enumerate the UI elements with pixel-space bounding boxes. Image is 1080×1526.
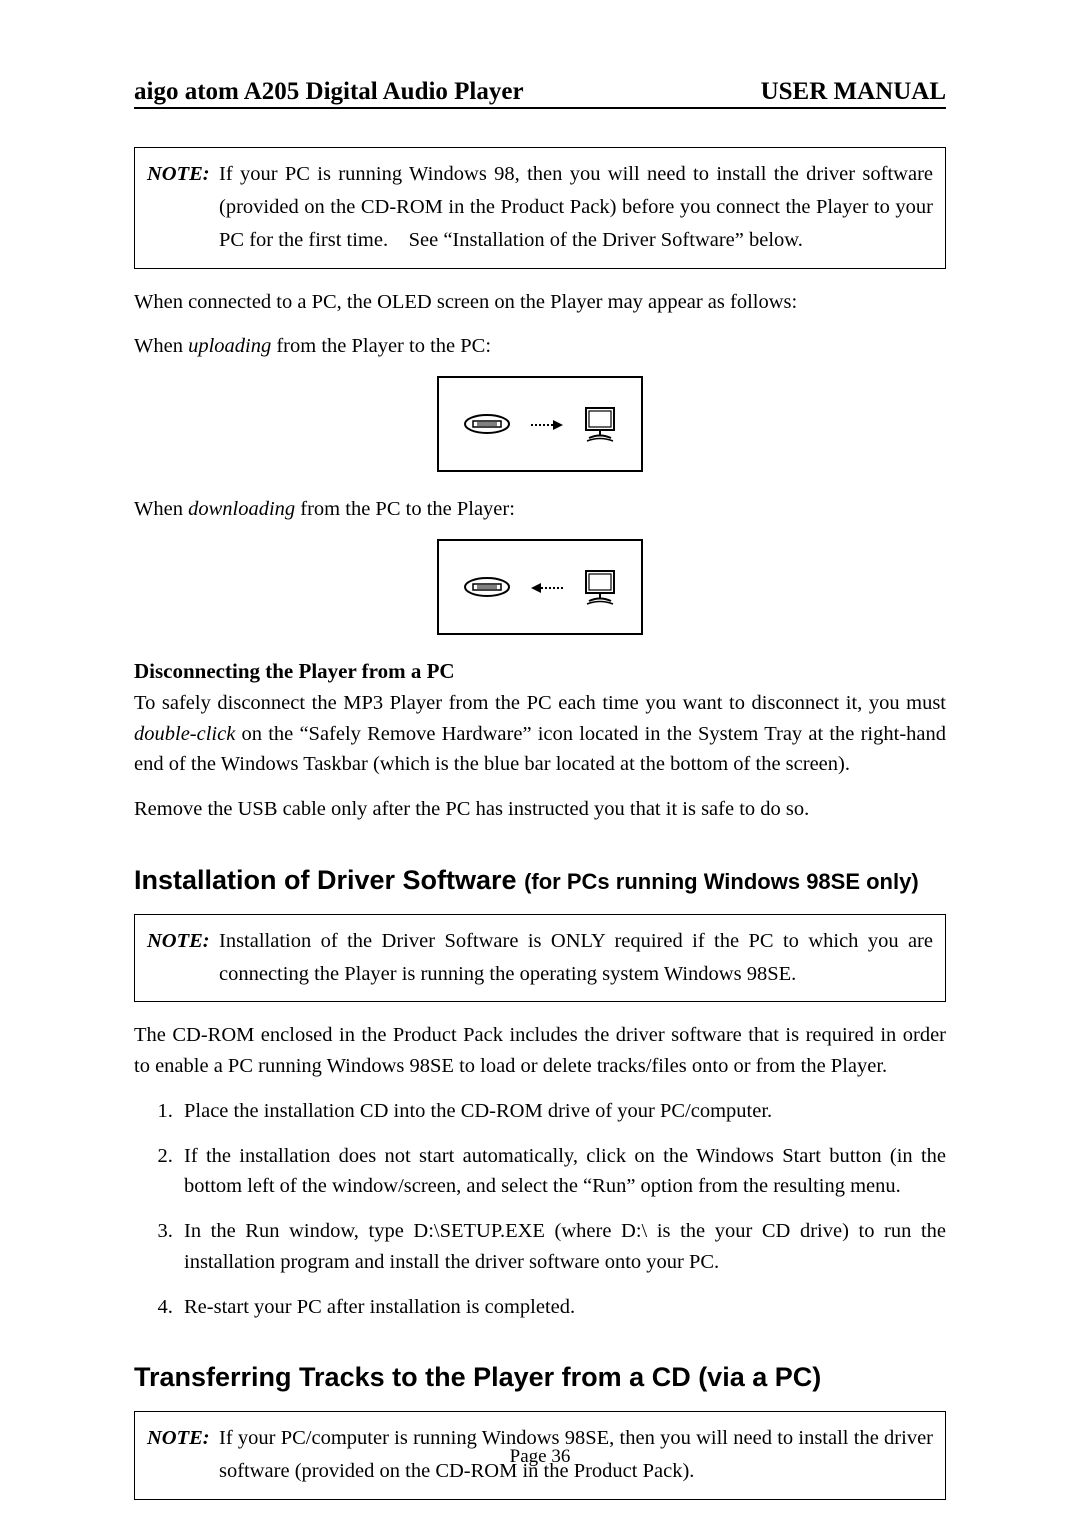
paragraph-uploading: When uploading from the Player to the PC… [134,331,946,362]
paragraph-oled-intro: When connected to a PC, the OLED screen … [134,287,946,318]
page-header: aigo atom A205 Digital Audio Player USER… [134,78,946,109]
manual-page: aigo atom A205 Digital Audio Player USER… [0,0,1080,1526]
pc-monitor-icon [583,406,617,442]
emphasis-uploading: uploading [188,335,271,357]
arrow-right-icon [531,418,563,430]
heading-main: Installation of Driver Software [134,865,524,895]
text-fragment: on the “Safely Remove Hardware” icon loc… [134,723,946,776]
note-text: If your PC is running Windows 98, then y… [219,158,933,258]
list-item: If the installation does not start autom… [178,1141,946,1203]
heading-sub: (for PCs running Windows 98SE only) [524,869,919,894]
list-item: In the Run window, type D:\SETUP.EXE (wh… [178,1216,946,1278]
oled-screen [437,376,643,472]
player-icon [463,575,511,599]
text-fragment: from the PC to the Player: [295,498,515,520]
oled-diagram-download [134,539,946,635]
note-text: Installation of the Driver Software is O… [219,925,933,991]
emphasis-double-click: double-click [134,723,235,745]
arrow-left-icon [531,581,563,593]
oled-diagram-upload [134,376,946,472]
text-fragment: from the Player to the PC: [271,335,491,357]
list-item: Re-start your PC after installation is c… [178,1292,946,1323]
header-title-left: aigo atom A205 Digital Audio Player [134,78,524,106]
install-steps-list: Place the installation CD into the CD-RO… [134,1096,946,1323]
player-icon [463,412,511,436]
paragraph-install-intro: The CD-ROM enclosed in the Product Pack … [134,1020,946,1082]
note-box-install: NOTE: Installation of the Driver Softwar… [134,914,946,1002]
note-label: NOTE: [147,925,219,991]
text-fragment: To safely disconnect the MP3 Player from… [134,692,946,714]
note-box-windows98: NOTE: If your PC is running Windows 98, … [134,147,946,269]
note-label: NOTE: [147,158,219,258]
paragraph-disconnect-2: Remove the USB cable only after the PC h… [134,794,946,825]
page-footer: Page 36 [0,1446,1080,1468]
text-fragment: When [134,498,188,520]
section-heading-install: Installation of Driver Software (for PCs… [134,865,946,896]
pc-monitor-icon [583,569,617,605]
oled-screen [437,539,643,635]
emphasis-downloading: downloading [188,498,295,520]
paragraph-downloading: When downloading from the PC to the Play… [134,494,946,525]
subheading-disconnecting: Disconnecting the Player from a PC [134,659,946,684]
paragraph-disconnect-1: To safely disconnect the MP3 Player from… [134,688,946,780]
text-fragment: When [134,335,188,357]
section-heading-transfer: Transferring Tracks to the Player from a… [134,1362,946,1393]
header-title-right: USER MANUAL [761,78,946,106]
list-item: Place the installation CD into the CD-RO… [178,1096,946,1127]
